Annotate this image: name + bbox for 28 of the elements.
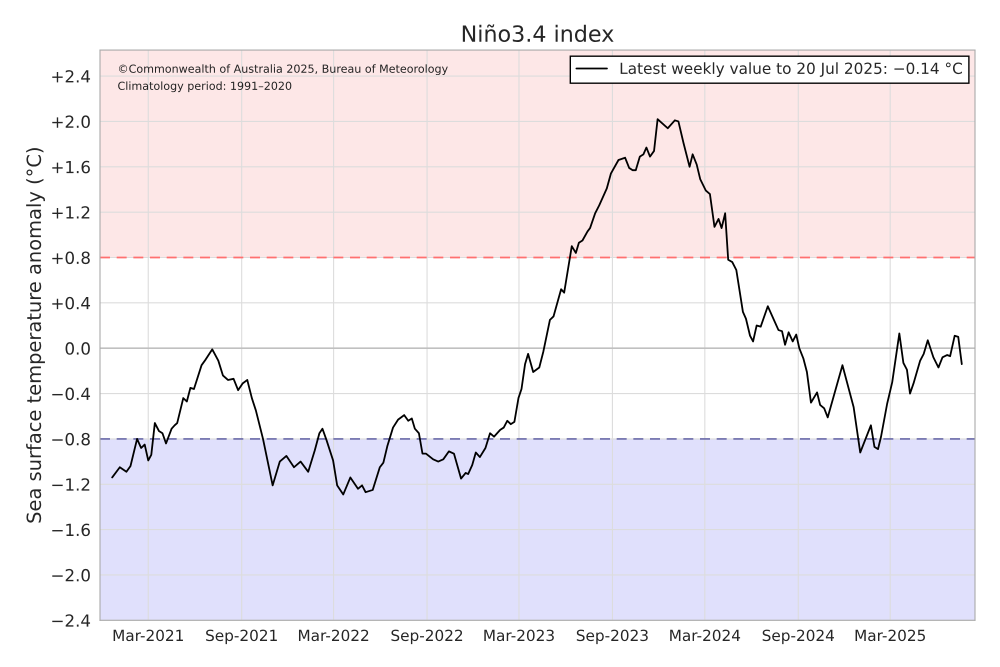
- x-tick-label: Mar-2023: [484, 630, 554, 642]
- x-tick-label: Sep-2023: [576, 630, 648, 644]
- chart-title: Niño3.4 index: [462, 24, 614, 42]
- x-tick-label: Mar-2021: [114, 630, 183, 642]
- y-tick-label: −1.6: [52, 524, 90, 536]
- x-tick-label: Sep-2024: [762, 630, 834, 644]
- annotation: ©Commonwealth of Australia 2025, Bureau of Meteorology: [119, 64, 448, 76]
- y-tick-label: +0.4: [52, 296, 90, 310]
- y-tick-label: +1.6: [52, 160, 90, 174]
- y-tick-label: −1.2: [52, 478, 90, 491]
- y-axis-title: Sea surface temperature anomaly (°C): [26, 148, 45, 523]
- x-tick-label: Sep-2022: [391, 630, 462, 644]
- line-series: [111, 118, 963, 496]
- x-tick-label: Mar-2024: [670, 630, 740, 642]
- x-tick-label: Mar-2022: [298, 630, 368, 642]
- y-tick-label: 0.0: [66, 342, 90, 355]
- annotation: Climatology period: 1991–2020: [118, 81, 292, 92]
- y-tick-label: −2.0: [52, 568, 90, 582]
- x-tick-label: Mar-2025: [856, 630, 925, 642]
- y-tick-label: +0.8: [52, 251, 90, 264]
- y-tick-label: +2.0: [52, 115, 90, 128]
- y-tick-label: −2.4: [52, 614, 90, 627]
- y-tick-label: +2.4: [52, 70, 90, 82]
- legend-label: Latest weekly value to 20 Jul 2025: −0.14 °C: [620, 62, 962, 78]
- y-tick-label: −0.8: [52, 432, 90, 446]
- y-tick-label: −0.4: [52, 388, 90, 400]
- y-tick-label: +1.2: [52, 206, 90, 218]
- x-tick-label: Sep-2021: [206, 630, 277, 644]
